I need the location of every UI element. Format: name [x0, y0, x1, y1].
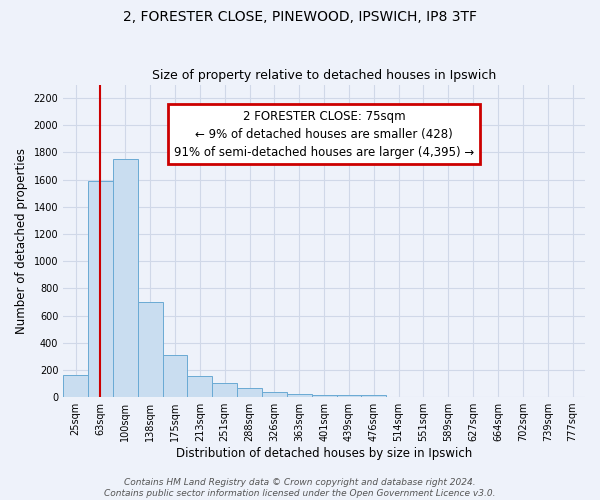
Text: 2, FORESTER CLOSE, PINEWOOD, IPSWICH, IP8 3TF: 2, FORESTER CLOSE, PINEWOOD, IPSWICH, IP… [123, 10, 477, 24]
Bar [88, 181, 113, 397]
Title: Size of property relative to detached houses in Ipswich: Size of property relative to detached ho… [152, 69, 496, 82]
Bar [237, 388, 262, 397]
Bar [311, 394, 337, 397]
Bar [63, 376, 88, 397]
Text: Contains HM Land Registry data © Crown copyright and database right 2024.
Contai: Contains HM Land Registry data © Crown c… [104, 478, 496, 498]
Bar [212, 383, 237, 397]
Text: 2 FORESTER CLOSE: 75sqm
← 9% of detached houses are smaller (428)
91% of semi-de: 2 FORESTER CLOSE: 75sqm ← 9% of detached… [174, 110, 474, 158]
Bar [361, 396, 386, 397]
Y-axis label: Number of detached properties: Number of detached properties [15, 148, 28, 334]
Bar [262, 392, 287, 397]
Bar [287, 394, 311, 397]
Bar [138, 302, 163, 397]
Bar [187, 376, 212, 397]
X-axis label: Distribution of detached houses by size in Ipswich: Distribution of detached houses by size … [176, 447, 472, 460]
Bar [163, 355, 187, 397]
Bar [337, 395, 361, 397]
Bar [113, 160, 138, 397]
